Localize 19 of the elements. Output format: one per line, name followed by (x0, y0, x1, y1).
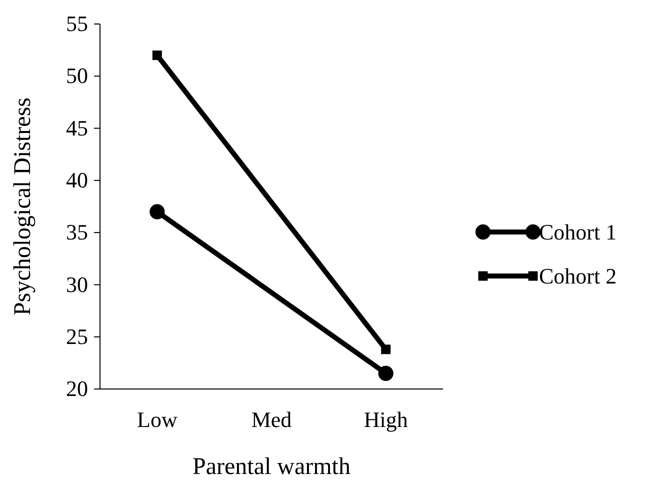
y-tick-label: 25 (66, 324, 88, 349)
x-tick-label: Med (251, 407, 292, 432)
x-tick-label: Low (137, 407, 178, 432)
point (381, 344, 391, 354)
y-tick-label: 45 (66, 115, 88, 140)
y-tick-label: 40 (66, 167, 88, 192)
x-tick-label: High (364, 407, 408, 432)
y-axis-title: Psychological Distress (10, 98, 36, 316)
y-tick-label: 55 (66, 11, 88, 36)
y-tick-label: 20 (66, 376, 88, 402)
legend-label: Cohort 2 (539, 264, 617, 289)
legend-label: Cohort 1 (539, 220, 617, 245)
y-tick-label: 30 (66, 272, 88, 297)
point (152, 50, 162, 60)
x-axis-title: Parental warmth (192, 454, 350, 480)
point (378, 366, 394, 381)
y-tick-label: 35 (66, 220, 88, 245)
point (150, 204, 165, 220)
y-tick-label: 50 (66, 63, 88, 88)
